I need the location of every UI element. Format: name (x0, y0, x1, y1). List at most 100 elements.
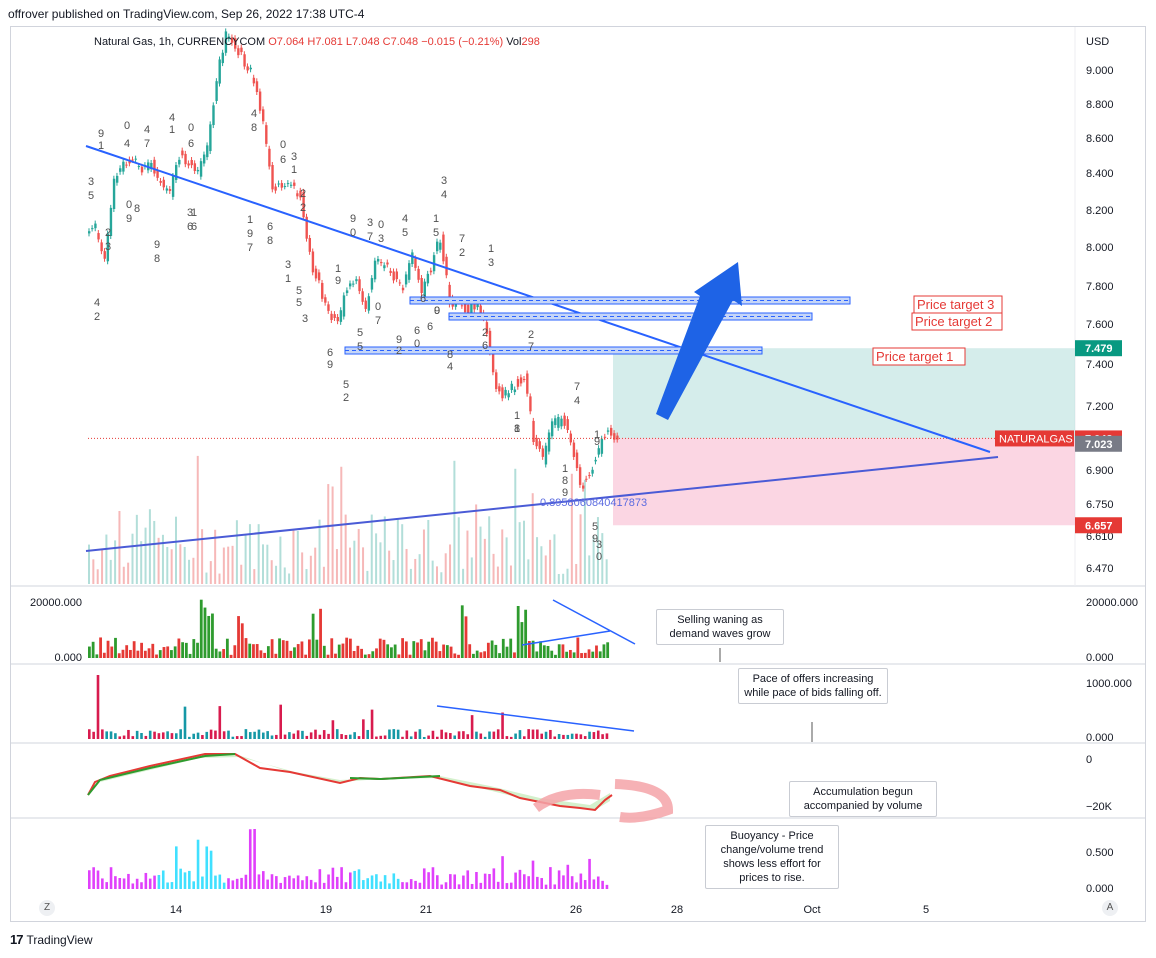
candle-body (162, 179, 165, 188)
count-numeral: 0 (350, 227, 356, 239)
candle-body (445, 256, 448, 276)
buoyancy-bar (131, 883, 135, 889)
buoyancy-bar (483, 873, 487, 889)
count-numeral: 7 (375, 315, 381, 327)
close-value: C7.048 (382, 36, 419, 48)
buoyancy-bar (235, 878, 239, 889)
candle-body (296, 193, 299, 197)
candle-body (150, 162, 153, 169)
buoyancy-bar (214, 875, 217, 889)
volume-bar (188, 653, 192, 658)
main-volume-bar (601, 533, 604, 584)
main-volume-bar (122, 566, 125, 584)
candle-body (582, 485, 585, 489)
buoyancy-bar (575, 882, 578, 889)
buoyancy-bar (270, 874, 274, 889)
panel2-bar (109, 731, 113, 739)
panel2-bar (496, 729, 500, 739)
footer-brand[interactable]: 17 TradingView (10, 932, 93, 947)
panel2-bar (575, 733, 578, 739)
main-volume-bar (270, 560, 273, 584)
candle-body (175, 165, 178, 180)
auto-scale-toggle[interactable]: A (1102, 900, 1118, 916)
count-numeral: 9 (335, 275, 341, 287)
buoyancy-bar (209, 850, 213, 889)
volume-bar (177, 638, 181, 658)
panel2-bar (279, 704, 282, 739)
main-volume-bar (579, 514, 582, 584)
volume-bar (147, 648, 151, 658)
panel2-bar (553, 736, 557, 739)
candle-body (417, 268, 420, 280)
count-numeral: 2 (459, 247, 465, 259)
candle-body (411, 252, 414, 265)
count-numeral: 0 (124, 120, 130, 132)
buoyancy-bar (431, 867, 435, 889)
panel3-y-tick: 0 (1086, 754, 1092, 766)
panel2-bar (209, 729, 213, 739)
volume-bar (91, 641, 95, 658)
main-volume-bar (523, 520, 525, 584)
panel2-bar (362, 719, 365, 739)
volume-bar (505, 646, 509, 658)
candle-body (591, 469, 594, 474)
chart-frame[interactable] (10, 26, 1146, 922)
main-volume-bar (292, 529, 295, 584)
panel2-bar (340, 734, 343, 739)
volume-bar (427, 641, 431, 658)
volume-bar (524, 609, 528, 658)
main-volume-bar (109, 559, 112, 584)
candle-body (597, 448, 600, 455)
buoyancy-bar (140, 882, 143, 889)
count-numeral: 7 (367, 231, 373, 243)
price-target-label: Price target 2 (915, 314, 992, 329)
main-volume-bar (383, 516, 386, 584)
candle-body (364, 300, 367, 309)
count-numeral: 6 (267, 221, 273, 233)
buoyancy-bar (101, 878, 104, 889)
panel2-bar (479, 733, 483, 739)
note-accumulation: Accumulation begun accompanied by volume (789, 781, 937, 817)
buoyancy-bar (470, 883, 474, 889)
count-numeral: 5 (296, 297, 302, 309)
candle-body (395, 271, 399, 280)
panel3-y-tick: −20K (1086, 801, 1113, 813)
main-volume-bar (440, 572, 443, 584)
candle-body (283, 186, 287, 188)
main-volume-bar (422, 529, 425, 584)
main-volume-bar (192, 557, 195, 584)
buoyancy-bar (418, 882, 422, 889)
count-numeral: 0 (126, 199, 132, 211)
delta-line-green (87, 753, 236, 796)
buoyancy-bar (488, 874, 491, 889)
buoyancy-bar (240, 877, 243, 889)
log-scale-toggle[interactable]: Z (39, 900, 55, 916)
buoyancy-bar (583, 880, 587, 889)
count-numeral: 4 (402, 213, 408, 225)
candle-body (97, 233, 100, 240)
volume-bar (225, 638, 229, 658)
candle-body (196, 169, 200, 172)
candle-body (355, 279, 358, 282)
volume-bar (240, 623, 244, 658)
buoyancy-bar (388, 883, 391, 889)
candle-body (541, 448, 545, 457)
buoyancy-bar (570, 876, 574, 889)
panel2-bar (579, 734, 583, 739)
main-volume-bar (88, 544, 90, 584)
main-volume-bar (592, 536, 595, 584)
panel2-bar (357, 736, 361, 739)
buoyancy-bar (540, 878, 543, 889)
candle-body (317, 272, 321, 281)
buoyancy-bar (157, 874, 161, 889)
note-selling-waning: Selling waning as demand waves grow (656, 609, 784, 645)
count-numeral: 0 (434, 305, 440, 317)
main-volume-bar (557, 573, 560, 584)
candle-body (119, 168, 122, 172)
count-numeral: 9 (594, 436, 600, 448)
candle-body (358, 279, 361, 292)
volume-bar (408, 654, 412, 658)
panel2-bar (88, 729, 91, 739)
candle-body (404, 274, 408, 285)
